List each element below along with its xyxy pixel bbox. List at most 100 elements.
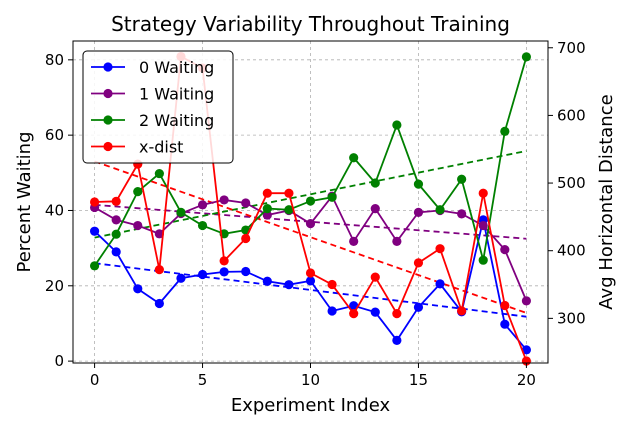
series-lines (89, 51, 532, 366)
x-tick-label: 10 (301, 371, 320, 389)
legend-marker (103, 141, 113, 152)
data-point (478, 188, 488, 198)
data-point (133, 284, 143, 294)
data-point (327, 192, 337, 202)
x-tick-label: 15 (409, 371, 428, 389)
data-point (457, 306, 467, 316)
legend-label: 0 Waiting (139, 58, 214, 77)
data-point (197, 200, 208, 210)
data-point (154, 168, 164, 179)
legend-label: 2 Waiting (139, 111, 214, 130)
axis-ticks: 0 5 10 15 20 0 20 40 60 80 300 400 500 600 700 (45, 39, 586, 389)
data-point (262, 276, 272, 286)
data-point (305, 268, 316, 278)
data-point (500, 126, 510, 136)
y-tick-label: 0 (54, 352, 64, 370)
data-point (219, 267, 229, 277)
data-point (111, 247, 121, 257)
data-point (219, 256, 229, 266)
x-tick-label: 0 (90, 371, 100, 389)
chart-title: Strategy Variability Throughout Training (111, 12, 510, 36)
data-point (305, 276, 316, 286)
data-point (413, 179, 424, 189)
data-point (284, 280, 294, 290)
data-point (284, 205, 294, 215)
y2-tick-label: 400 (557, 242, 586, 260)
data-point (392, 335, 402, 346)
trend-line-1 (94, 203, 527, 240)
data-point (241, 233, 251, 244)
data-point (176, 273, 186, 283)
data-point (176, 207, 186, 217)
data-point (521, 345, 532, 355)
x-axis-label: Experiment Index (231, 395, 391, 416)
data-point (370, 272, 380, 282)
data-point (370, 307, 380, 317)
y-axis-label: Percent Waiting (14, 131, 35, 272)
data-point (262, 188, 272, 198)
data-point (500, 300, 510, 311)
trend-line-0 (94, 262, 527, 318)
y2-tick-label: 600 (557, 106, 586, 124)
data-point (413, 302, 424, 312)
legend-marker (103, 115, 113, 125)
data-point (349, 236, 359, 246)
data-point (435, 279, 445, 289)
data-point (197, 220, 208, 231)
legend-marker (103, 62, 113, 72)
y2-axis-label: Avg Horizontal Distance (596, 94, 617, 309)
data-point (133, 187, 143, 197)
data-point (500, 245, 510, 255)
y2-tick-label: 300 (557, 309, 586, 327)
data-point (133, 220, 143, 231)
data-point (241, 198, 251, 208)
data-point (413, 207, 424, 217)
legend-box (82, 50, 234, 164)
data-point (111, 229, 121, 239)
data-point (305, 219, 316, 229)
x-tick-label: 20 (517, 371, 536, 389)
data-point (457, 209, 467, 219)
y-tick-label: 60 (45, 126, 64, 144)
data-point (154, 265, 164, 275)
data-point (478, 255, 488, 265)
y2-tick-label: 700 (557, 39, 586, 57)
data-point (197, 269, 208, 280)
data-point (219, 195, 229, 205)
legend-marker (103, 88, 113, 99)
y2-tick-label: 500 (557, 174, 586, 192)
data-point (154, 229, 164, 239)
data-point (241, 266, 251, 277)
data-point (457, 174, 467, 184)
data-point (284, 188, 294, 198)
legend-label: x-dist (139, 138, 183, 157)
data-point (370, 203, 380, 214)
data-point (349, 309, 359, 319)
legend-label: 1 Waiting (139, 85, 214, 104)
data-point (392, 309, 402, 319)
y-tick-label: 80 (45, 51, 64, 69)
legend: 0 Waiting 1 Waiting 2 Waiting x-dist (82, 50, 234, 164)
data-point (392, 236, 402, 246)
data-point (262, 203, 272, 214)
data-point (262, 210, 272, 220)
y-tick-label: 20 (45, 277, 64, 295)
data-point (327, 279, 337, 290)
data-point (370, 178, 380, 188)
data-point (89, 197, 100, 207)
data-point (478, 220, 488, 231)
data-point (521, 52, 532, 62)
data-point (413, 258, 424, 268)
data-point (392, 120, 402, 130)
data-point (349, 153, 359, 163)
data-point (111, 196, 121, 206)
data-point (435, 244, 445, 254)
data-point (521, 296, 532, 306)
data-point (500, 319, 510, 329)
data-point (154, 298, 164, 309)
data-point (435, 205, 445, 215)
data-point (327, 306, 337, 316)
data-point (305, 196, 316, 206)
x-tick-label: 5 (198, 371, 208, 389)
